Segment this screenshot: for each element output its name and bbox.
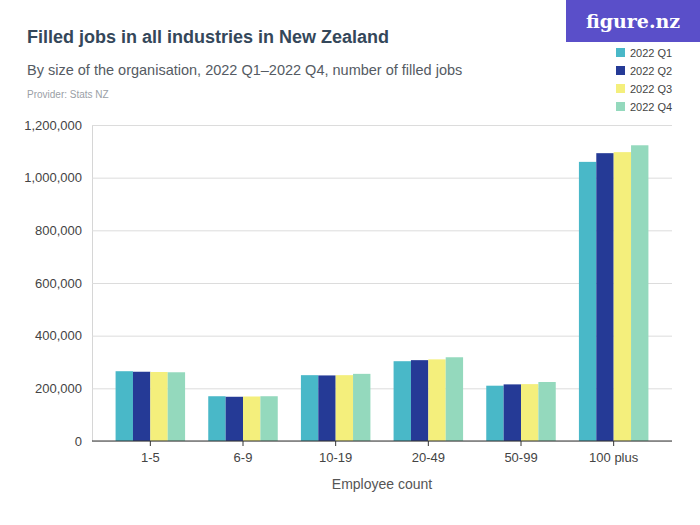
series xyxy=(116,162,597,441)
bar xyxy=(243,396,260,441)
bar xyxy=(318,375,335,441)
series xyxy=(150,152,631,441)
legend-label: 2022 Q3 xyxy=(630,83,672,95)
legend-label: 2022 Q2 xyxy=(630,65,672,77)
legend-entry: 2022 Q2 xyxy=(616,65,672,77)
y-tick-label: 1,000,000 xyxy=(24,170,82,185)
legend-label: 2022 Q4 xyxy=(630,101,672,113)
bar xyxy=(411,360,428,441)
x-tick-label: 20-49 xyxy=(412,450,445,465)
bar xyxy=(596,153,613,441)
legend-swatch xyxy=(616,102,625,111)
legend-swatch xyxy=(616,66,625,75)
y-tick-label: 400,000 xyxy=(35,328,82,343)
legend: 2022 Q1 2022 Q2 2022 Q3 2022 Q4 xyxy=(616,47,672,113)
bar xyxy=(226,397,243,441)
y-tick-label: 200,000 xyxy=(35,381,82,396)
y-tick: 1,000,000 xyxy=(24,170,672,185)
x-tick: 10-19 xyxy=(319,441,352,465)
legend-entry: 2022 Q4 xyxy=(616,101,672,113)
x-tick-mark xyxy=(521,441,522,446)
bar xyxy=(208,396,225,441)
bar xyxy=(336,375,353,441)
logo: figure.nz xyxy=(586,10,680,32)
legend-label: 2022 Q1 xyxy=(630,47,672,59)
x-tick-label: 100 plus xyxy=(589,450,639,465)
x-axis-line xyxy=(92,441,672,442)
logo-box xyxy=(566,0,700,42)
x-tick-mark xyxy=(428,441,429,446)
y-tick-label: 1,200,000 xyxy=(24,118,82,133)
subtitle: By size of the organisation, 2022 Q1–202… xyxy=(27,62,462,78)
y-axis: 0 200,000 400,000 600,000 800,000 1,000,000 1,… xyxy=(24,118,672,449)
x-tick-mark xyxy=(243,441,244,446)
bar xyxy=(116,371,133,441)
bar xyxy=(150,372,167,441)
x-tick-label: 1-5 xyxy=(141,450,160,465)
bar xyxy=(446,357,463,441)
background xyxy=(0,0,700,525)
series xyxy=(133,153,614,441)
y-tick: 600,000 xyxy=(35,276,672,291)
bar xyxy=(168,372,185,441)
bar xyxy=(301,375,318,441)
legend-swatch xyxy=(616,84,625,93)
bar xyxy=(486,386,503,441)
y-tick: 800,000 xyxy=(35,223,672,238)
legend-entry: 2022 Q1 xyxy=(616,47,672,59)
grid-line xyxy=(92,125,672,126)
source: Provider: Stats NZ xyxy=(27,89,109,100)
bar xyxy=(521,384,538,441)
x-tick-mark xyxy=(613,441,614,446)
x-tick: 6-9 xyxy=(234,441,253,465)
x-tick-mark xyxy=(150,441,151,446)
bar xyxy=(538,382,555,441)
bar xyxy=(394,361,411,441)
x-axis: 1-5 6-9 10-19 20-49 50-99 100 plus xyxy=(92,441,672,465)
x-axis-title: Employee count xyxy=(332,476,433,492)
x-tick: 100 plus xyxy=(589,441,639,465)
bar xyxy=(614,152,631,441)
bar xyxy=(504,384,521,441)
x-tick: 20-49 xyxy=(412,441,445,465)
x-tick: 50-99 xyxy=(504,441,537,465)
y-tick-label: 800,000 xyxy=(35,223,82,238)
bars xyxy=(116,145,649,441)
x-tick: 1-5 xyxy=(141,441,160,465)
y-tick-label: 0 xyxy=(75,434,82,449)
legend-swatch xyxy=(616,48,625,57)
title: Filled jobs in all industries in New Zea… xyxy=(27,27,389,47)
chart: Filled jobs in all industries in New Zea… xyxy=(0,0,700,525)
grid-line xyxy=(92,441,672,442)
bar xyxy=(579,162,596,441)
x-tick-label: 10-19 xyxy=(319,450,352,465)
x-tick-label: 50-99 xyxy=(504,450,537,465)
bar xyxy=(631,145,648,441)
x-tick-label: 6-9 xyxy=(234,450,253,465)
bar xyxy=(428,359,445,441)
bar xyxy=(260,396,277,441)
legend-entry: 2022 Q3 xyxy=(616,83,672,95)
series xyxy=(168,145,649,441)
bar xyxy=(133,372,150,441)
y-tick: 1,200,000 xyxy=(24,118,672,133)
y-tick: 400,000 xyxy=(35,328,672,343)
bar xyxy=(353,374,370,441)
x-tick-mark xyxy=(335,441,336,446)
y-tick-label: 600,000 xyxy=(35,276,82,291)
